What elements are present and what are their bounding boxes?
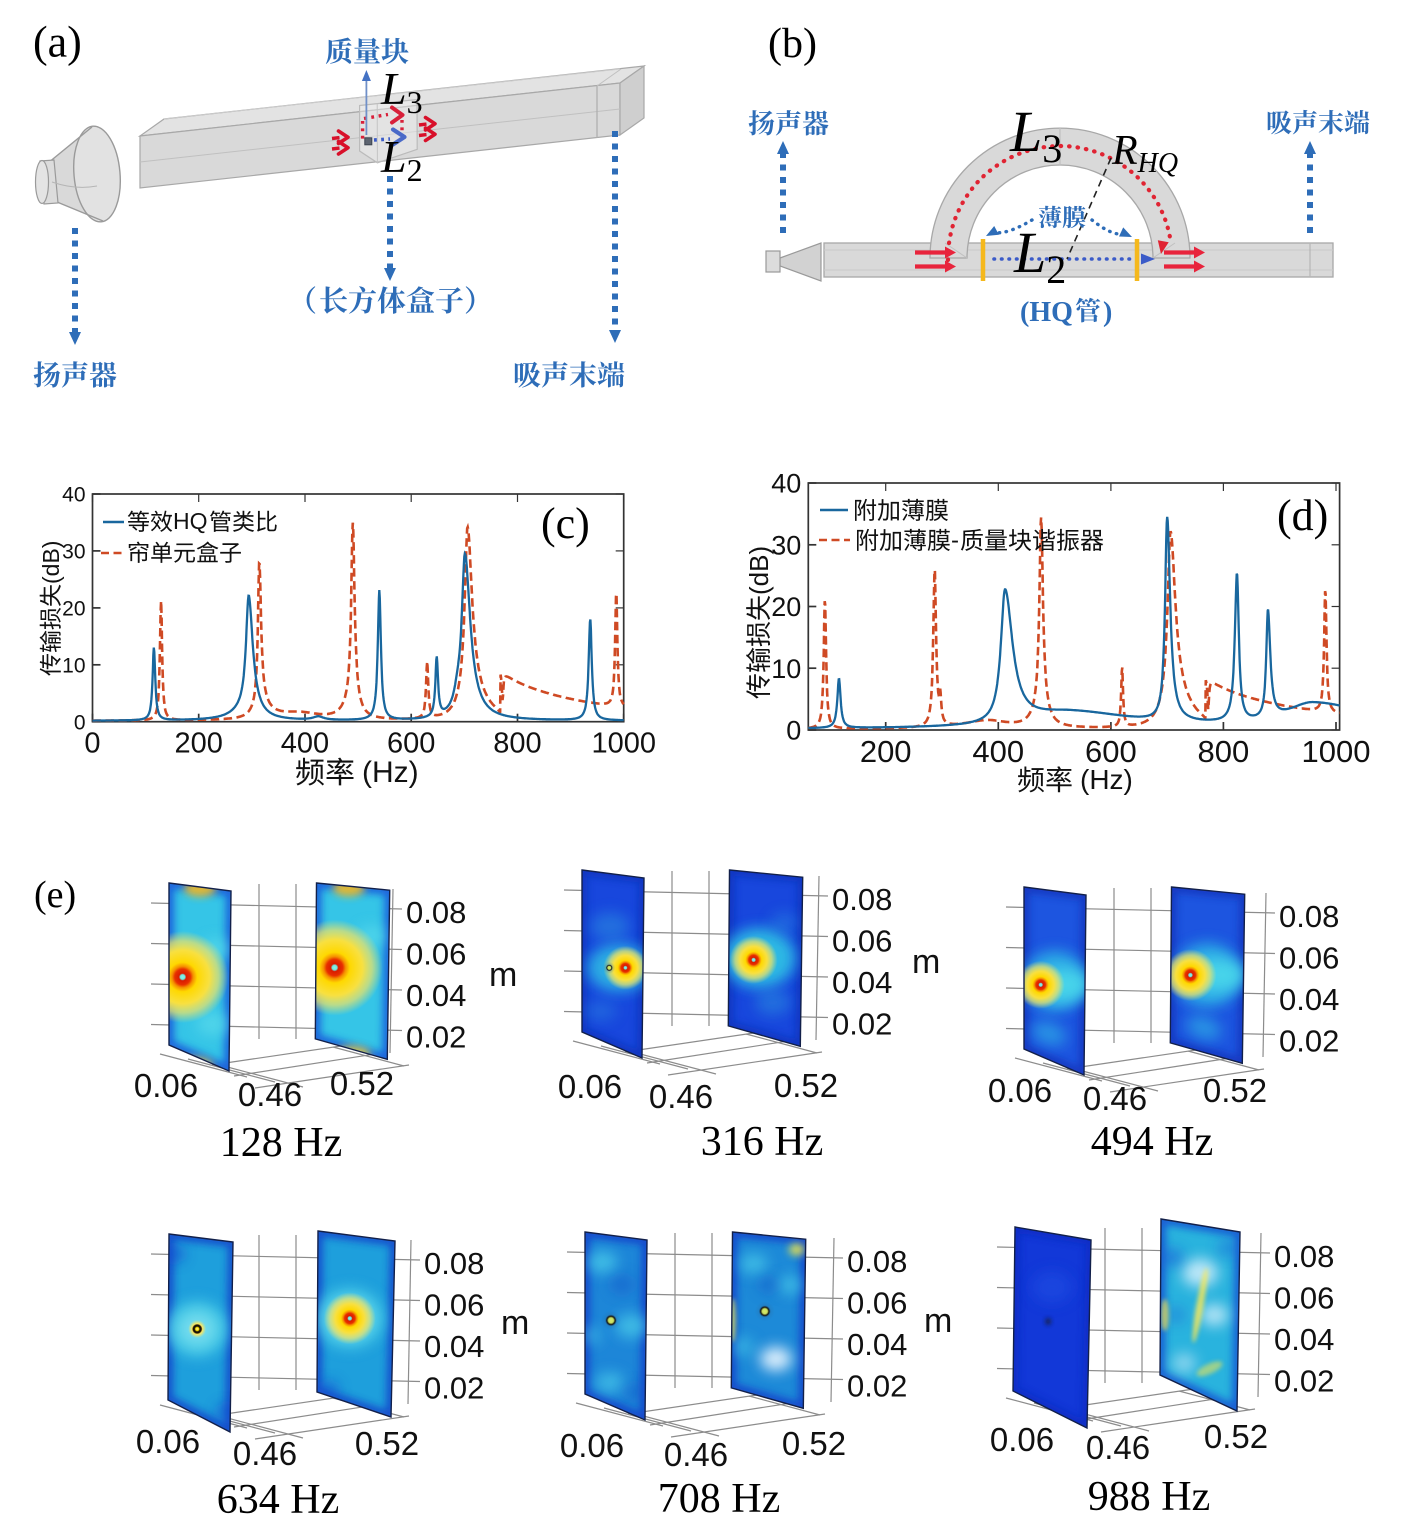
svg-text:0.04: 0.04	[406, 978, 466, 1013]
svg-text:0.06: 0.06	[406, 937, 466, 972]
svg-text:m: m	[924, 1302, 952, 1340]
svg-text:0.02: 0.02	[406, 1020, 466, 1055]
svg-text:20: 20	[771, 592, 801, 622]
svg-text:1000: 1000	[591, 727, 656, 759]
svg-text:634 Hz: 634 Hz	[217, 1477, 339, 1523]
svg-text:0.06: 0.06	[136, 1423, 200, 1460]
svg-text:0.52: 0.52	[1203, 1072, 1267, 1109]
svg-text:L2: L2	[1013, 220, 1066, 292]
svg-text:m: m	[912, 943, 940, 981]
svg-text:30: 30	[62, 541, 85, 564]
svg-text:0.04: 0.04	[847, 1327, 907, 1362]
svg-text:0.46: 0.46	[233, 1435, 297, 1472]
svg-text:(Hz): (Hz)	[362, 756, 419, 789]
svg-text:0.06: 0.06	[560, 1427, 624, 1464]
svg-text:-: -	[951, 527, 959, 554]
svg-text:40: 40	[62, 484, 85, 507]
svg-text:0.52: 0.52	[330, 1065, 394, 1102]
svg-text:40: 40	[771, 469, 801, 499]
svg-text:800: 800	[493, 727, 541, 759]
svg-text:0.06: 0.06	[134, 1067, 198, 1104]
svg-text:708 Hz: 708 Hz	[658, 1476, 780, 1522]
svg-text:0.04: 0.04	[1279, 982, 1339, 1017]
svg-text:0.52: 0.52	[774, 1067, 838, 1104]
svg-text:10: 10	[771, 654, 801, 684]
svg-text:0.46: 0.46	[664, 1436, 728, 1473]
svg-text:0.52: 0.52	[355, 1425, 419, 1462]
svg-text:0.46: 0.46	[238, 1076, 302, 1113]
svg-text:400: 400	[281, 727, 329, 759]
svg-text:0.46: 0.46	[1086, 1429, 1150, 1466]
svg-text:(Hz): (Hz)	[1080, 764, 1133, 795]
svg-text:600: 600	[387, 727, 435, 759]
svg-text:0.06: 0.06	[424, 1288, 484, 1323]
svg-text:200: 200	[860, 734, 912, 769]
svg-text:m: m	[501, 1304, 529, 1342]
svg-text:0.06: 0.06	[847, 1286, 907, 1321]
svg-text:0.06: 0.06	[1274, 1281, 1334, 1316]
svg-text:0.52: 0.52	[1204, 1418, 1268, 1455]
svg-text:200: 200	[175, 727, 223, 759]
svg-text:0.08: 0.08	[1279, 899, 1339, 934]
svg-text:0: 0	[84, 727, 100, 759]
svg-text:0.08: 0.08	[847, 1244, 907, 1279]
svg-text:988 Hz: 988 Hz	[1088, 1474, 1210, 1520]
svg-text:0.02: 0.02	[1274, 1364, 1334, 1399]
svg-text:(HQ: (HQ	[1020, 297, 1073, 328]
svg-text:30: 30	[771, 531, 801, 561]
svg-text:(dB): (dB)	[38, 541, 64, 584]
svg-text:0.46: 0.46	[1083, 1080, 1147, 1117]
svg-text:0.02: 0.02	[1279, 1024, 1339, 1059]
svg-text:600: 600	[1085, 734, 1137, 769]
svg-text:(dB): (dB)	[744, 546, 774, 595]
svg-text:316 Hz: 316 Hz	[701, 1119, 823, 1165]
svg-text:800: 800	[1198, 734, 1250, 769]
svg-text:): )	[1103, 297, 1112, 328]
svg-text:0: 0	[786, 716, 801, 746]
svg-text:(e): (e)	[34, 874, 76, 916]
svg-text:m: m	[489, 956, 517, 994]
svg-text:0.04: 0.04	[832, 965, 892, 1000]
svg-text:0.04: 0.04	[424, 1329, 484, 1364]
svg-text:1000: 1000	[1302, 734, 1371, 769]
svg-text:128 Hz: 128 Hz	[220, 1120, 342, 1166]
svg-text:10: 10	[62, 654, 85, 677]
svg-text:0.02: 0.02	[847, 1369, 907, 1404]
svg-text:0.06: 0.06	[988, 1072, 1052, 1109]
svg-text:(d): (d)	[1277, 491, 1328, 540]
svg-text:494 Hz: 494 Hz	[1091, 1119, 1213, 1165]
svg-text:0.06: 0.06	[990, 1421, 1054, 1458]
svg-text:0.08: 0.08	[424, 1246, 484, 1281]
svg-text:0: 0	[74, 711, 86, 734]
svg-text:0.04: 0.04	[1274, 1322, 1334, 1357]
svg-text:400: 400	[972, 734, 1024, 769]
svg-text:0.06: 0.06	[558, 1068, 622, 1105]
svg-text:0.08: 0.08	[406, 895, 466, 930]
svg-text:0.02: 0.02	[424, 1371, 484, 1406]
svg-text:(b): (b)	[768, 21, 817, 67]
svg-text:HQ: HQ	[173, 508, 208, 534]
svg-text:L3: L3	[380, 63, 423, 120]
svg-text:(c): (c)	[541, 499, 590, 548]
svg-text:0.08: 0.08	[1274, 1239, 1334, 1274]
svg-text:0.06: 0.06	[1279, 941, 1339, 976]
svg-text:0.46: 0.46	[649, 1078, 713, 1115]
svg-text:0.06: 0.06	[832, 924, 892, 959]
svg-text:(a): (a)	[33, 18, 82, 67]
svg-text:0.08: 0.08	[832, 882, 892, 917]
svg-text:0.52: 0.52	[782, 1425, 846, 1462]
svg-text:20: 20	[62, 597, 85, 620]
svg-text:0.02: 0.02	[832, 1007, 892, 1042]
